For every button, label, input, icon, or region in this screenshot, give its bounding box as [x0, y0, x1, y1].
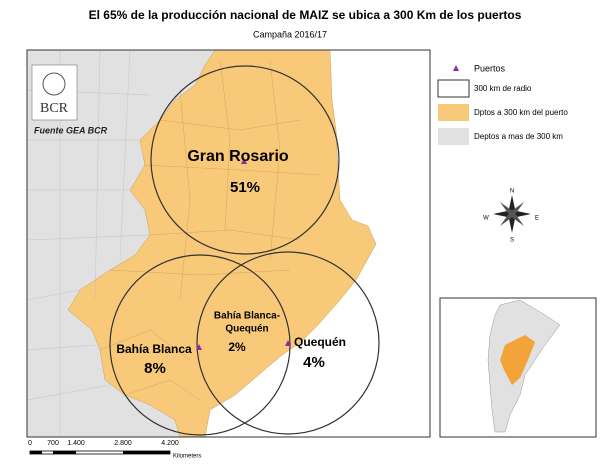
source: Fuente GEA BCR — [34, 125, 108, 135]
compass-label: W — [483, 216, 489, 222]
legend-label: Dptos a 300 km del puerto — [474, 108, 568, 117]
port-share: 8% — [144, 360, 166, 377]
subtitle: Campaña 2016/17 — [253, 29, 327, 39]
compass-label: S — [510, 238, 514, 244]
port-name: Bahía Blanca — [116, 342, 192, 356]
port-name: Quequén — [225, 324, 268, 335]
port-share: 2% — [228, 340, 246, 354]
legend-label: Deptos a mas de 300 km — [474, 132, 563, 141]
scale-label: 0 — [28, 440, 32, 447]
compass-label: E — [535, 216, 539, 222]
scale-bar: 0 700 1.400 2.800 4.200 Kilometers — [28, 440, 201, 460]
port-share: 51% — [230, 179, 260, 196]
port-name: Gran Rosario — [187, 148, 289, 165]
port-share: 4% — [303, 354, 325, 371]
legend-label: Puertos — [474, 63, 506, 73]
legend-label: 300 km de radio — [474, 84, 532, 93]
port-name: Quequén — [294, 335, 346, 349]
scale-unit: Kilometers — [173, 454, 201, 460]
scale-label: 700 — [47, 440, 59, 447]
legend: Puertos 300 km de radio Dptos a 300 km d… — [437, 63, 568, 145]
map-area — [27, 50, 430, 437]
title: El 65% de la producción nacional de MAIZ… — [89, 8, 522, 22]
inset-map — [439, 297, 597, 438]
compass-label: N — [510, 189, 514, 195]
scale-label: 4.200 — [161, 440, 179, 447]
scale-label: 1.400 — [67, 440, 85, 447]
port-name: Bahía Blanca- — [214, 311, 280, 322]
logo-text: BCR — [40, 101, 69, 116]
compass: N E S W — [483, 189, 539, 244]
scale-label: 2.800 — [114, 440, 132, 447]
